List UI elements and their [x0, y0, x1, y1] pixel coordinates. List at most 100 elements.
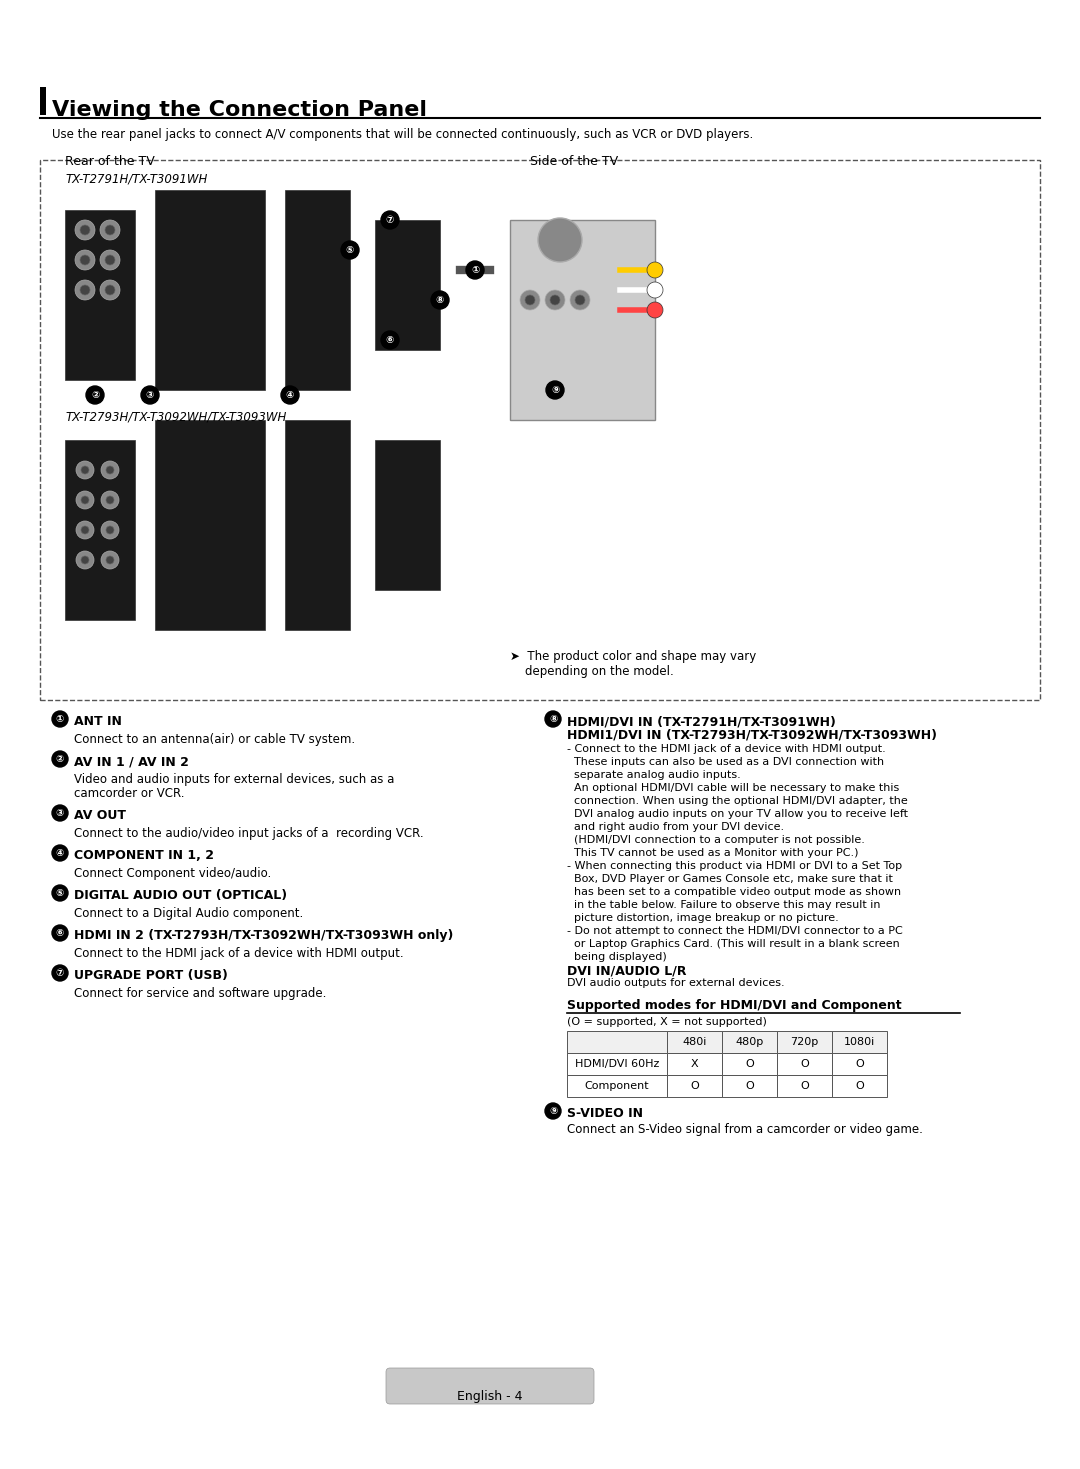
Circle shape — [545, 1103, 561, 1119]
Bar — [832, 1075, 887, 1097]
Text: DVI audio outputs for external devices.: DVI audio outputs for external devices. — [567, 978, 785, 989]
Bar — [510, 220, 654, 420]
Bar — [375, 220, 440, 350]
Text: Connect Component video/audio.: Connect Component video/audio. — [75, 867, 271, 880]
Circle shape — [52, 925, 68, 942]
Text: English - 4: English - 4 — [457, 1390, 523, 1403]
Circle shape — [52, 711, 68, 727]
Bar — [65, 441, 135, 620]
Circle shape — [100, 281, 120, 300]
Text: O: O — [855, 1081, 864, 1091]
Text: Side of the TV: Side of the TV — [530, 156, 618, 167]
Text: 480i: 480i — [683, 1037, 706, 1047]
Text: O: O — [745, 1081, 754, 1091]
Text: ⑦: ⑦ — [386, 214, 394, 225]
Text: DVI analog audio inputs on your TV allow you to receive left: DVI analog audio inputs on your TV allow… — [567, 809, 908, 820]
Text: Connect to an antenna(air) or cable TV system.: Connect to an antenna(air) or cable TV s… — [75, 733, 355, 746]
Text: Box, DVD Player or Games Console etc, make sure that it: Box, DVD Player or Games Console etc, ma… — [567, 874, 893, 884]
Text: separate analog audio inputs.: separate analog audio inputs. — [567, 770, 741, 780]
Circle shape — [100, 220, 120, 239]
Text: HDMI/DVI 60Hz: HDMI/DVI 60Hz — [575, 1059, 659, 1069]
Circle shape — [100, 250, 120, 270]
Text: ⑦: ⑦ — [56, 968, 64, 978]
Text: connection. When using the optional HDMI/DVI adapter, the: connection. When using the optional HDMI… — [567, 796, 908, 806]
Circle shape — [102, 551, 119, 569]
Circle shape — [281, 386, 299, 404]
Circle shape — [105, 285, 114, 295]
Circle shape — [81, 497, 89, 504]
Bar — [832, 1031, 887, 1053]
Text: ⑧: ⑧ — [549, 714, 557, 724]
Text: Connect for service and software upgrade.: Connect for service and software upgrade… — [75, 987, 326, 1000]
Text: ⑤: ⑤ — [56, 887, 64, 898]
Circle shape — [575, 295, 585, 306]
Text: Supported modes for HDMI/DVI and Component: Supported modes for HDMI/DVI and Compone… — [567, 999, 902, 1012]
Circle shape — [106, 526, 114, 535]
Circle shape — [52, 965, 68, 981]
Circle shape — [81, 526, 89, 535]
FancyBboxPatch shape — [386, 1368, 594, 1404]
Circle shape — [545, 711, 561, 727]
Text: Connect an S-Video signal from a camcorder or video game.: Connect an S-Video signal from a camcord… — [567, 1122, 923, 1136]
Circle shape — [381, 212, 399, 229]
Text: AV OUT: AV OUT — [75, 809, 126, 823]
Circle shape — [75, 220, 95, 239]
Text: in the table below. Failure to observe this may result in: in the table below. Failure to observe t… — [567, 900, 880, 909]
Circle shape — [52, 805, 68, 821]
Text: HDMI1/DVI IN (TX-T2793H/TX-T3092WH/TX-T3093WH): HDMI1/DVI IN (TX-T2793H/TX-T3092WH/TX-T3… — [567, 729, 937, 740]
Text: O: O — [855, 1059, 864, 1069]
Text: ①: ① — [56, 714, 64, 724]
Text: COMPONENT IN 1, 2: COMPONENT IN 1, 2 — [75, 849, 214, 862]
Text: Component: Component — [584, 1081, 649, 1091]
Text: HDMI IN 2 (TX-T2793H/TX-T3092WH/TX-T3093WH only): HDMI IN 2 (TX-T2793H/TX-T3092WH/TX-T3093… — [75, 928, 454, 942]
Text: DVI IN/AUDIO L/R: DVI IN/AUDIO L/R — [567, 965, 687, 978]
Circle shape — [431, 291, 449, 308]
Text: DIGITAL AUDIO OUT (OPTICAL): DIGITAL AUDIO OUT (OPTICAL) — [75, 889, 287, 902]
Text: ➤  The product color and shape may vary
    depending on the model.: ➤ The product color and shape may vary d… — [510, 649, 756, 679]
Text: ⑤: ⑤ — [346, 245, 354, 256]
Text: - Do not attempt to connect the HDMI/DVI connector to a PC: - Do not attempt to connect the HDMI/DVI… — [567, 925, 903, 936]
Circle shape — [102, 491, 119, 508]
Circle shape — [80, 225, 90, 235]
Circle shape — [381, 331, 399, 350]
Bar — [723, 1031, 777, 1053]
Circle shape — [80, 256, 90, 264]
Circle shape — [76, 551, 94, 569]
Text: An optional HDMI/DVI cable will be necessary to make this: An optional HDMI/DVI cable will be neces… — [567, 783, 900, 793]
Text: (HDMI/DVI connection to a computer is not possible.: (HDMI/DVI connection to a computer is no… — [567, 834, 865, 845]
Circle shape — [106, 466, 114, 474]
Bar — [832, 1053, 887, 1075]
Text: ⑨: ⑨ — [549, 1106, 557, 1116]
Text: Video and audio inputs for external devices, such as a: Video and audio inputs for external devi… — [75, 773, 394, 786]
Bar — [667, 1053, 723, 1075]
Text: UPGRADE PORT (USB): UPGRADE PORT (USB) — [75, 970, 228, 981]
Circle shape — [75, 250, 95, 270]
Text: Connect to the audio/video input jacks of a  recording VCR.: Connect to the audio/video input jacks o… — [75, 827, 423, 840]
Circle shape — [525, 295, 535, 306]
Circle shape — [81, 555, 89, 564]
Text: camcorder or VCR.: camcorder or VCR. — [75, 787, 185, 801]
Circle shape — [647, 303, 663, 317]
Bar — [667, 1075, 723, 1097]
Bar — [156, 420, 265, 630]
Text: TX-T2791H/TX-T3091WH: TX-T2791H/TX-T3091WH — [65, 172, 207, 185]
Circle shape — [76, 521, 94, 539]
Bar — [65, 210, 135, 380]
Text: (O = supported, X = not supported): (O = supported, X = not supported) — [567, 1017, 767, 1027]
Circle shape — [76, 491, 94, 508]
Text: These inputs can also be used as a DVI connection with: These inputs can also be used as a DVI c… — [567, 757, 885, 767]
Text: Viewing the Connection Panel: Viewing the Connection Panel — [52, 100, 427, 120]
Bar — [777, 1031, 832, 1053]
Text: and right audio from your DVI device.: and right audio from your DVI device. — [567, 823, 784, 831]
Circle shape — [538, 217, 582, 261]
Text: This TV cannot be used as a Monitor with your PC.): This TV cannot be used as a Monitor with… — [567, 848, 859, 858]
Text: picture distortion, image breakup or no picture.: picture distortion, image breakup or no … — [567, 914, 839, 923]
Circle shape — [106, 555, 114, 564]
Text: has been set to a compatible video output mode as shown: has been set to a compatible video outpu… — [567, 887, 901, 898]
Text: ③: ③ — [146, 389, 154, 400]
Circle shape — [105, 256, 114, 264]
Circle shape — [76, 461, 94, 479]
Circle shape — [570, 289, 590, 310]
Text: ⑥: ⑥ — [56, 928, 64, 939]
Bar — [723, 1075, 777, 1097]
